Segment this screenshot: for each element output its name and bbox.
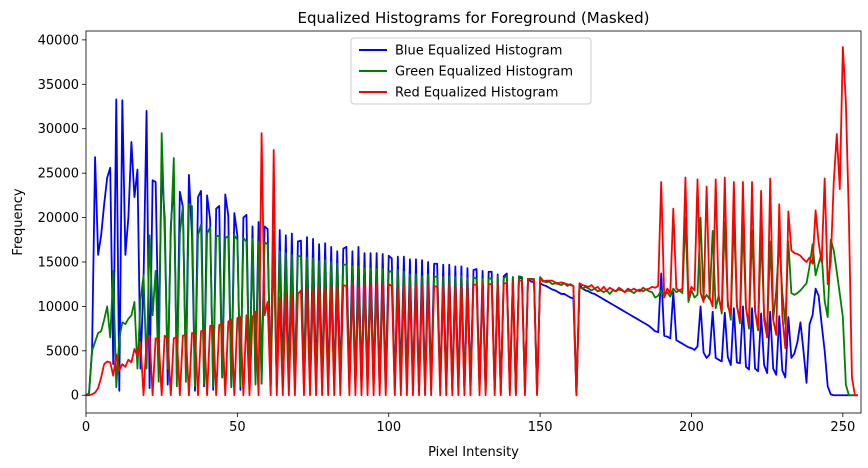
x-tick-label: 200: [679, 420, 704, 435]
y-tick-label: 20000: [38, 211, 79, 226]
y-tick-label: 25000: [38, 167, 79, 182]
x-tick-label: 150: [528, 420, 553, 435]
legend-box: [350, 37, 592, 105]
x-tick-label: 0: [82, 420, 90, 435]
x-tick-label: 100: [376, 420, 401, 435]
y-tick-label: 0: [71, 389, 79, 404]
y-tick-label: 30000: [38, 122, 79, 137]
legend-label-1: Green Equalized Histogram: [395, 65, 573, 80]
plot-frame: [85, 30, 862, 414]
y-tick-label: 10000: [38, 300, 79, 315]
x-axis-title: Pixel Intensity: [428, 445, 519, 460]
x-tick-label: 250: [830, 420, 855, 435]
y-tick-label: 35000: [38, 78, 79, 93]
legend-label-2: Red Equalized Histogram: [395, 86, 558, 101]
x-tick-label: 50: [229, 420, 246, 435]
y-tick-label: 5000: [46, 344, 79, 359]
legend-label-0: Blue Equalized Histogram: [395, 44, 562, 59]
y-tick-label: 15000: [38, 255, 79, 270]
chart-title: Equalized Histograms for Foreground (Mas…: [298, 9, 650, 27]
y-axis-title: Frequency: [11, 188, 26, 255]
series-line-2: [86, 46, 858, 397]
y-tick-label: 40000: [38, 33, 79, 48]
